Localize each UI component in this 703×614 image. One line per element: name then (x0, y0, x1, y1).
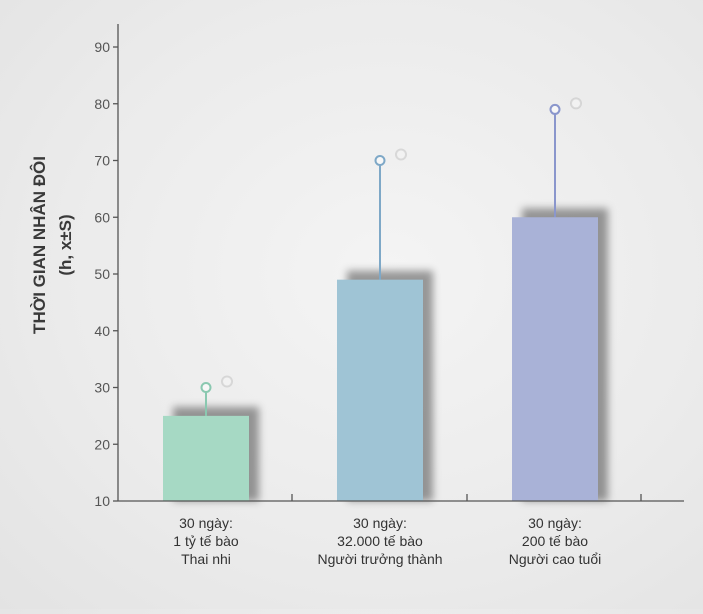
x-category-label: 200 tế bào (522, 533, 588, 549)
y-tick-label: 30 (94, 380, 110, 396)
y-tick-label: 60 (94, 209, 110, 225)
x-category-labels: 30 ngày: 1 tỷ tế bào Thai nhi 30 ngày: 32.00… (173, 515, 601, 567)
bars (163, 217, 598, 501)
bar (337, 279, 423, 501)
error-cap-shadow (570, 97, 582, 110)
x-category-label: Thai nhi (181, 551, 231, 567)
y-tick-label: 90 (94, 39, 110, 55)
error-cap (200, 382, 212, 393)
x-category-label: 30 ngày: (353, 515, 407, 531)
y-tick-label: 80 (94, 96, 110, 112)
y-tick-label: 10 (94, 493, 110, 509)
y-tick-label: 20 (94, 436, 110, 452)
error-cap (549, 103, 561, 115)
y-tick-label: 50 (94, 266, 110, 282)
y-axis-label-line: THỜI GIAN NHÂN ĐÔI (30, 156, 49, 334)
error-cap (374, 155, 386, 166)
error-cap-shadow (221, 375, 233, 388)
x-category-label: Người cao tuổi (509, 551, 601, 567)
bar (163, 415, 249, 501)
y-axis-label-line: (h, x±S) (56, 214, 75, 275)
y-tick-label: 70 (94, 153, 110, 169)
x-category-label: 30 ngày: (528, 515, 582, 531)
x-category-label: 1 tỷ tế bào (173, 533, 239, 549)
x-category-label: 32.000 tế bào (337, 533, 423, 549)
bar (512, 217, 598, 501)
y-tick-label: 40 (94, 323, 110, 339)
x-category-label: 30 ngày: (179, 515, 233, 531)
error-cap-shadow (395, 148, 407, 161)
y-ticks: 10 20 30 40 50 60 70 80 90 (94, 39, 118, 509)
y-axis-label: THỜI GIAN NHÂN ĐÔI (h, x±S) (30, 156, 75, 334)
x-category-label: Người trưởng thành (317, 551, 442, 567)
error-bars (200, 103, 561, 416)
